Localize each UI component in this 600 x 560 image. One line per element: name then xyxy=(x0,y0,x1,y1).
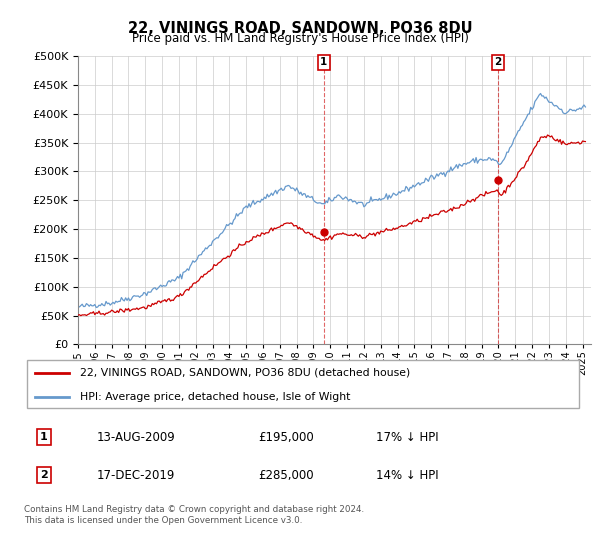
Text: Contains HM Land Registry data © Crown copyright and database right 2024.
This d: Contains HM Land Registry data © Crown c… xyxy=(24,505,364,525)
Text: 22, VININGS ROAD, SANDOWN, PO36 8DU (detached house): 22, VININGS ROAD, SANDOWN, PO36 8DU (det… xyxy=(80,368,410,378)
Text: 13-AUG-2009: 13-AUG-2009 xyxy=(97,431,175,444)
Text: 14% ↓ HPI: 14% ↓ HPI xyxy=(376,469,438,482)
Text: 17-DEC-2019: 17-DEC-2019 xyxy=(97,469,175,482)
Text: Price paid vs. HM Land Registry's House Price Index (HPI): Price paid vs. HM Land Registry's House … xyxy=(131,32,469,45)
Text: 22, VININGS ROAD, SANDOWN, PO36 8DU: 22, VININGS ROAD, SANDOWN, PO36 8DU xyxy=(128,21,472,36)
Text: 1: 1 xyxy=(320,57,328,67)
Text: 1: 1 xyxy=(40,432,47,442)
Text: £195,000: £195,000 xyxy=(259,431,314,444)
Text: 2: 2 xyxy=(40,470,47,480)
Text: 17% ↓ HPI: 17% ↓ HPI xyxy=(376,431,438,444)
FancyBboxPatch shape xyxy=(27,360,579,408)
Text: 2: 2 xyxy=(494,57,502,67)
Text: £285,000: £285,000 xyxy=(259,469,314,482)
Text: HPI: Average price, detached house, Isle of Wight: HPI: Average price, detached house, Isle… xyxy=(80,392,350,402)
